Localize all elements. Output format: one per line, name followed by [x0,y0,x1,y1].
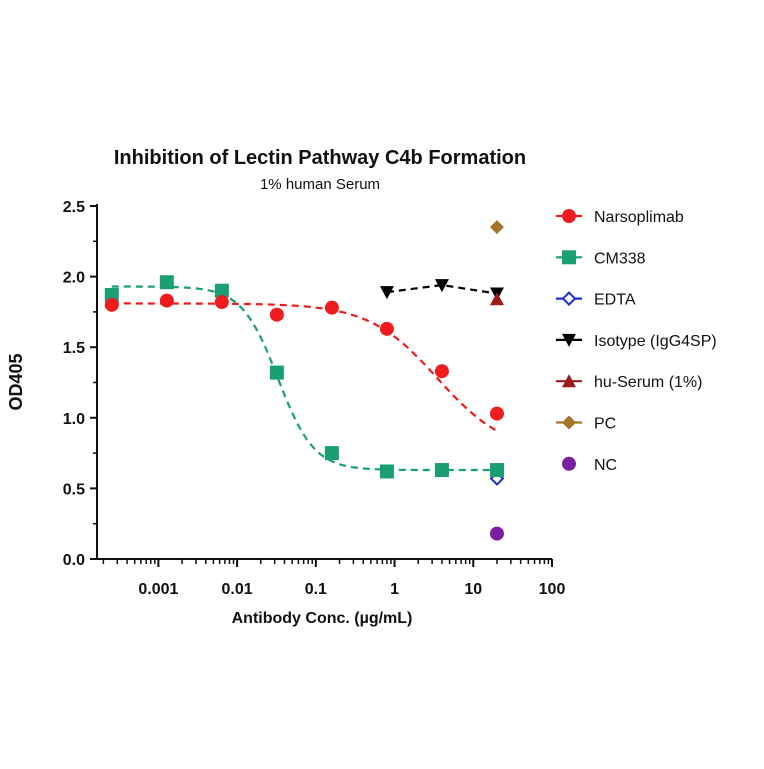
data-point [324,446,339,461]
legend-label: hu-Serum (1%) [594,374,702,391]
data-point [434,279,449,293]
legend-label: Narsoplimab [594,209,684,226]
legend-marker [562,415,576,430]
data-point [489,526,504,541]
data-point [269,307,284,322]
y-tick-label: 2.5 [63,199,85,216]
legend-marker [562,374,576,388]
legend: Narsoplimab CM338 EDTA Isotype (IgG4SP) hu-S… [556,209,717,474]
y-tick-label: 1.0 [63,411,85,428]
legend-label: PC [594,416,616,433]
x-tick-label: 1 [390,581,399,598]
data-point [104,287,119,302]
data-point [489,406,504,421]
data-point [489,220,504,235]
data-point [434,463,449,478]
legend-marker [562,250,576,265]
y-tick-label: 2.0 [63,270,85,287]
legend-marker [562,209,576,223]
data-point [159,293,174,308]
data-point [324,300,339,315]
data-point [159,275,174,290]
y-axis-label: OD405 [6,353,26,410]
data-point [104,297,119,312]
x-axis-label: Antibody Conc. (µg/mL) [232,610,413,627]
legend-marker [562,333,576,347]
legend-label: NC [594,457,617,474]
data-point [379,464,394,479]
y-tick-label: 0.5 [63,481,85,498]
legend-label: EDTA [594,292,636,309]
data-point [379,286,394,300]
data-point [489,463,504,478]
data-point [269,365,284,380]
axes: 0.0 0.5 1.0 1.5 2.0 2.5 0.001 0.01 0.1 1 10 100 [63,199,566,598]
x-tick-label: 0.1 [305,581,327,598]
data-point [379,321,394,336]
y-tick-label: 1.5 [63,340,85,357]
legend-marker [562,456,576,471]
x-tick-label: 100 [539,581,566,598]
x-tick-label: 10 [464,581,482,598]
data-points [104,220,505,541]
legend-marker [561,291,577,307]
x-tick-label: 0.001 [138,581,178,598]
y-tick-label: 0.0 [63,552,85,569]
legend-label: Isotype (IgG4SP) [594,333,717,350]
chart-title: Inhibition of Lectin Pathway C4b Formati… [114,147,526,169]
data-point [214,283,229,298]
legend-label: CM338 [594,250,646,267]
data-point [434,364,449,379]
fit-curve-cm338 [111,285,497,472]
chart-subtitle: 1% human Serum [260,176,380,193]
series-line-isotype-igg4sp- [386,283,498,295]
data-point [214,295,229,310]
data-point [489,292,504,306]
x-tick-label: 0.01 [222,581,253,598]
fit-curve-narsoplimab [111,302,498,432]
curves [111,283,498,472]
